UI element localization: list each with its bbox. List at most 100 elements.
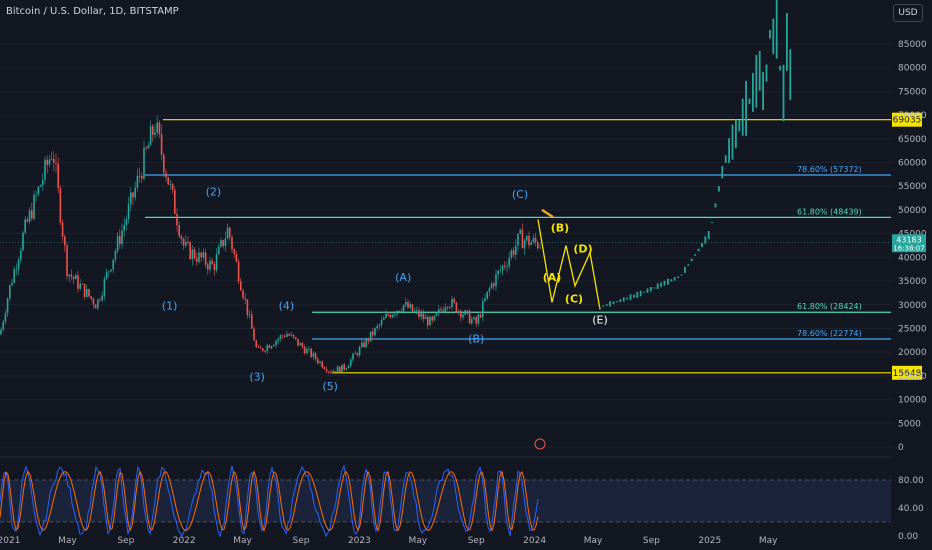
candle-body-51 (112, 259, 114, 270)
wave-label-9: (B) (551, 221, 569, 234)
candle-body-83 (182, 238, 185, 246)
candle-body-138 (303, 347, 306, 354)
candle-body-16 (35, 194, 37, 196)
candle-body-227 (499, 270, 502, 271)
candle-body-80 (176, 214, 178, 226)
candle-body-229 (504, 265, 506, 267)
projection-bar-11 (636, 292, 639, 298)
candle-body-184 (405, 302, 407, 305)
projection-bar-15 (650, 287, 652, 292)
candle-body-116 (255, 340, 257, 347)
candle-body-38 (83, 283, 86, 297)
projection-bar-1 (602, 305, 605, 307)
candle-body-213 (468, 311, 471, 324)
candle-body-169 (372, 331, 374, 336)
candle-body-147 (323, 367, 326, 370)
projection-bar-7 (622, 297, 625, 302)
candle-body-31 (68, 274, 70, 277)
projection-bar-21 (670, 279, 673, 282)
time-tick-7: May (408, 536, 427, 546)
candle-body-54 (119, 235, 121, 245)
candle-body-163 (358, 347, 361, 356)
candle-body-40 (88, 289, 90, 297)
candle-body-113 (248, 314, 251, 316)
candle-body-174 (383, 317, 385, 320)
projection-bar-37 (724, 155, 727, 163)
candle-body-203 (446, 307, 449, 308)
candle-body-62 (136, 175, 139, 188)
candle-body-81 (178, 225, 180, 237)
candle-body-3 (6, 298, 9, 314)
candle-body-11 (24, 219, 26, 233)
candle-body-197 (433, 315, 436, 321)
candle-body-1 (2, 321, 4, 330)
candle-body-22 (48, 159, 51, 165)
projection-bar-29 (697, 248, 700, 252)
projection-bar-27 (690, 258, 693, 262)
candle-body-178 (391, 314, 394, 318)
wave-label-3: (4) (279, 300, 295, 313)
projection-bar-45 (752, 72, 754, 112)
candle-body-191 (420, 313, 422, 317)
projection-bar-53 (779, 65, 781, 71)
arrow-marker (541, 208, 554, 219)
candle-body-122 (268, 345, 271, 349)
candle-body-155 (341, 364, 343, 373)
projection-bar-52 (775, 0, 778, 59)
candle-body-204 (449, 307, 451, 308)
level-label-3: 61.80% (28424) (797, 302, 862, 311)
candle-body-105 (231, 237, 233, 250)
projection-bar-35 (718, 186, 720, 192)
projection-bar-24 (680, 274, 683, 276)
projection-bar-47 (758, 50, 761, 91)
candle-body-85 (187, 242, 189, 243)
current-price-value: 43183 (896, 235, 921, 244)
candle-body-88 (193, 249, 196, 259)
candle-body-216 (475, 317, 477, 324)
candle-body-64 (141, 175, 143, 179)
candle-body-82 (180, 236, 183, 239)
candle-body-24 (53, 158, 55, 163)
projection-bar-14 (646, 288, 649, 293)
projection-bar-51 (772, 18, 775, 55)
candle-body-220 (484, 298, 486, 302)
candle-body-34 (75, 275, 77, 280)
candle-body-93 (204, 252, 207, 265)
candle-body-65 (143, 147, 145, 179)
candle-body-104 (229, 227, 231, 238)
price-tick-7: 35000 (898, 277, 927, 287)
candle-body-160 (352, 353, 354, 360)
time-tick-9: 2024 (523, 536, 546, 546)
projection-bar-6 (619, 299, 622, 302)
time-tick-6: 2023 (348, 536, 371, 546)
candle-body-112 (246, 299, 249, 315)
time-tick-10: May (584, 536, 603, 546)
candle-body-17 (37, 186, 40, 195)
candle-body-210 (462, 314, 464, 318)
time-axis: 2021 May Sep 2022 May Sep 2023 May Sep 2024 May Sep… (0, 536, 778, 546)
level-tag-text-0: 69035 (893, 116, 922, 126)
countdown-value: 16:38:07 (893, 244, 924, 252)
projection-bar-40 (735, 119, 737, 149)
candle-body-27 (59, 188, 62, 223)
candle-body-110 (242, 290, 244, 298)
candle-body-242 (532, 237, 535, 243)
candle-body-186 (409, 304, 411, 308)
candle-body-32 (70, 274, 73, 277)
candle-body-2 (4, 313, 7, 322)
candle-body-209 (460, 310, 462, 318)
candle-body-233 (512, 250, 515, 255)
projection-bar-46 (755, 55, 758, 108)
candle-body-87 (191, 249, 194, 260)
candle-body-26 (57, 163, 59, 189)
candle-body-100 (220, 240, 222, 247)
candle-body-202 (444, 307, 447, 312)
candle-body-218 (479, 314, 482, 318)
candle-body-157 (345, 368, 348, 370)
projection-bar-5 (616, 301, 618, 303)
projection-bar-31 (704, 236, 707, 244)
candle-body-236 (519, 229, 521, 234)
time-tick-2: Sep (117, 536, 134, 546)
currency-button[interactable]: USD (893, 4, 923, 22)
